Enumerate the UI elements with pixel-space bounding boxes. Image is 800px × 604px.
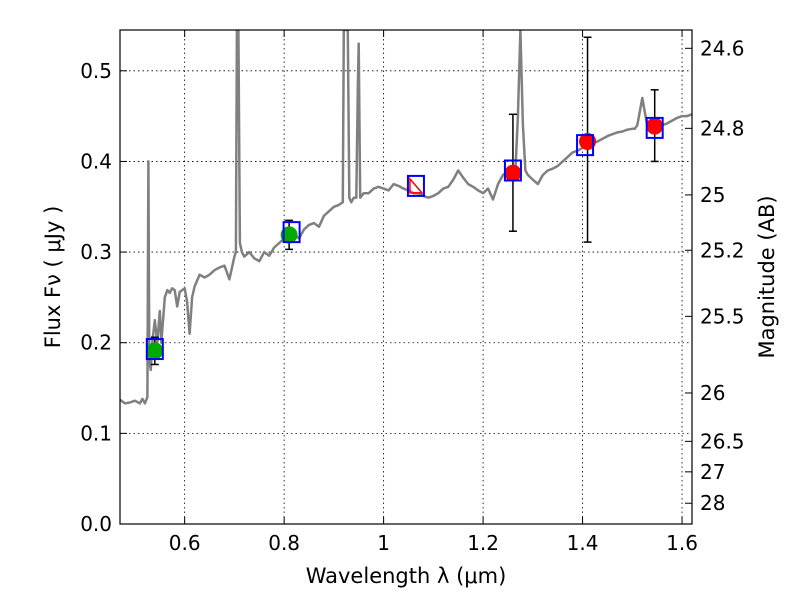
- data-point: [504, 164, 522, 182]
- y2-tick-label: 26.5: [700, 429, 745, 453]
- error-bars: [150, 36, 659, 366]
- x-tick-label: 1: [377, 531, 390, 555]
- y-tick-label: 0.4: [80, 149, 112, 173]
- data-markers: [145, 116, 664, 361]
- spectrum-line: [120, 30, 692, 405]
- model-band-square: [645, 116, 664, 139]
- y2-tick-label: 25.2: [700, 238, 745, 262]
- x-axis-title: Wavelength λ (μm): [306, 564, 507, 588]
- y-tick-label: 0.3: [80, 240, 112, 264]
- y2-tick-label: 27: [700, 460, 725, 484]
- x-tick-label: 1.2: [467, 531, 499, 555]
- upper-limit-marker: [409, 176, 424, 194]
- x-tick-label: 1.4: [567, 531, 599, 555]
- y-axis-title: Flux Fν ( μJy ): [41, 206, 65, 349]
- y-tick-label: 0.5: [80, 59, 112, 83]
- data-point: [146, 342, 164, 360]
- y2-tick-label: 24.8: [700, 116, 745, 140]
- y2-tick-label: 28: [700, 491, 725, 515]
- data-point: [646, 117, 664, 135]
- ticks: 0.6 0.8 1 1.2 1.4 1.6 0.0 0.1 0.2 0.3 0.4 0.5 24.6 24…: [80, 30, 745, 555]
- y2-tick-label: 26: [700, 381, 725, 405]
- model-band-square: [145, 338, 164, 361]
- y2-tick-label: 25: [700, 183, 725, 207]
- y-tick-label: 0.1: [80, 421, 112, 445]
- model-band-square: [576, 134, 595, 157]
- x-tick-label: 0.6: [169, 531, 201, 555]
- x-tick-label: 1.6: [666, 531, 698, 555]
- y2-axis-title: Magnitude (AB): [755, 195, 779, 358]
- y-tick-label: 0.0: [80, 512, 112, 536]
- model-band-square: [503, 159, 522, 182]
- y2-tick-label: 24.6: [700, 36, 745, 60]
- y-tick-label: 0.2: [80, 331, 112, 355]
- model-band-square: [282, 221, 301, 244]
- x-tick-label: 0.8: [268, 531, 300, 555]
- data-point: [579, 132, 597, 150]
- y2-tick-label: 25.5: [700, 304, 745, 328]
- model-spectrum: [120, 30, 692, 405]
- plot-frame: [119, 29, 693, 525]
- model-band-square: [406, 174, 425, 197]
